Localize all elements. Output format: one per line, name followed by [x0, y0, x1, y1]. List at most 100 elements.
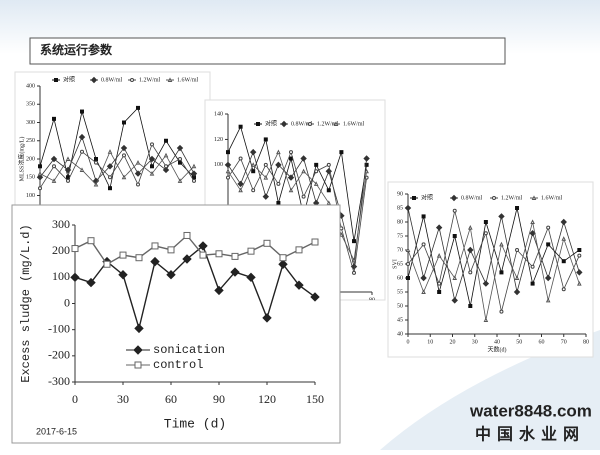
- series-line: [74, 244, 316, 332]
- x-tick-label: 20: [450, 339, 456, 345]
- y-tick-label: 85: [397, 205, 403, 211]
- marker: [530, 219, 535, 224]
- marker: [256, 122, 260, 126]
- x-axis-title: 天数(d): [488, 345, 507, 353]
- legend-label: 0.8W/ml: [461, 195, 482, 201]
- marker: [514, 275, 520, 280]
- marker: [406, 276, 410, 280]
- y-tick-label: 300: [52, 217, 70, 231]
- x-tick-label: 0: [72, 392, 78, 406]
- marker: [276, 181, 281, 186]
- marker: [326, 162, 331, 167]
- marker: [230, 267, 240, 277]
- marker: [262, 193, 270, 200]
- y-tick-label: 400: [26, 83, 35, 89]
- marker: [308, 122, 312, 126]
- plot: -300 -200 -100 0 100 200 300 0 30 60 90 120 150 Exces…: [19, 217, 324, 432]
- series-line: [407, 210, 580, 312]
- marker: [93, 181, 99, 187]
- marker: [122, 120, 126, 125]
- marker: [333, 121, 339, 126]
- marker: [287, 174, 295, 181]
- legend-label: 1.6W/ml: [343, 121, 364, 127]
- marker: [531, 195, 537, 200]
- legend-label: 1.6W/ml: [541, 195, 562, 201]
- marker: [94, 157, 98, 161]
- x-tick-label: 150: [306, 392, 324, 406]
- marker: [38, 164, 42, 169]
- y-tick-label: 100: [26, 193, 35, 199]
- series-line: [407, 221, 580, 321]
- series-line: [407, 207, 580, 307]
- marker: [238, 156, 243, 161]
- marker: [167, 77, 173, 82]
- marker: [436, 252, 442, 258]
- marker: [118, 270, 128, 280]
- marker: [237, 180, 244, 188]
- marker: [199, 251, 207, 259]
- marker: [251, 188, 256, 193]
- marker: [122, 153, 126, 158]
- marker: [176, 144, 184, 152]
- marker: [300, 155, 307, 162]
- marker: [134, 170, 142, 177]
- marker: [70, 272, 80, 283]
- marker: [364, 168, 369, 174]
- marker: [250, 162, 256, 167]
- marker: [421, 289, 426, 294]
- marker: [38, 186, 42, 191]
- date: 2017-6-15: [36, 426, 77, 436]
- marker: [134, 361, 142, 369]
- marker: [314, 162, 319, 167]
- y-tick-label: 70: [397, 247, 403, 253]
- marker: [310, 292, 320, 302]
- marker: [191, 163, 197, 169]
- y-tick-label: 40: [397, 331, 403, 337]
- y-tick-label: 100: [214, 162, 223, 168]
- x-axis-title: Time (d): [164, 416, 226, 431]
- marker: [301, 194, 306, 199]
- marker: [178, 157, 182, 161]
- x-tick-label: 40: [494, 339, 500, 345]
- marker: [164, 164, 168, 169]
- y-tick-label: 75: [397, 233, 403, 239]
- marker: [177, 178, 183, 183]
- legend-label: sonication: [153, 343, 225, 357]
- marker: [64, 166, 72, 174]
- marker: [130, 78, 134, 82]
- marker: [108, 175, 112, 180]
- marker: [90, 76, 98, 84]
- marker: [119, 251, 127, 259]
- marker: [576, 269, 583, 276]
- chart-panel: [14, 71, 211, 213]
- marker: [468, 304, 473, 308]
- y-axis-title: SVI: [392, 259, 398, 269]
- marker: [66, 178, 70, 183]
- marker: [226, 175, 230, 180]
- series-line: [227, 150, 367, 274]
- title-box: [29, 37, 506, 65]
- marker: [162, 166, 170, 174]
- marker: [577, 280, 582, 286]
- marker: [263, 174, 269, 180]
- marker: [225, 168, 231, 174]
- series-line: [39, 135, 195, 182]
- series-line: [227, 151, 367, 262]
- marker: [276, 201, 281, 205]
- decor-wave: [380, 330, 600, 450]
- marker: [238, 187, 243, 193]
- watermark-site: water8848.com: [469, 401, 592, 420]
- marker: [182, 254, 192, 264]
- series-line: [39, 150, 195, 186]
- marker: [560, 218, 567, 226]
- x-tick-label: 80: [583, 339, 589, 345]
- marker: [136, 105, 140, 110]
- marker: [515, 248, 520, 252]
- x-tick-label: 50: [516, 339, 522, 345]
- marker: [226, 150, 230, 155]
- legend-label: 0.8W/ml: [291, 121, 312, 127]
- marker: [420, 274, 427, 282]
- marker: [246, 272, 256, 283]
- marker: [352, 239, 356, 244]
